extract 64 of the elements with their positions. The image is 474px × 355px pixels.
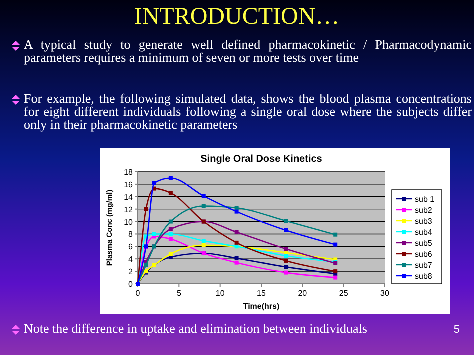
legend-label: sub5 — [415, 239, 433, 248]
text: 5 — [454, 324, 460, 336]
y-tick-label: 6 — [128, 242, 134, 252]
point — [202, 194, 206, 198]
point — [168, 232, 173, 236]
y-tick-label: 0 — [128, 280, 134, 289]
point — [284, 265, 288, 270]
point — [152, 232, 156, 236]
x-axis-title: Time(hrs) — [243, 302, 280, 311]
point — [234, 260, 239, 265]
x-tick-label: 15 — [257, 289, 266, 298]
point — [284, 219, 288, 224]
point — [234, 206, 239, 210]
text: Note the difference in uptake and elimination between individuals — [24, 321, 368, 336]
point — [202, 243, 206, 248]
legend-label: sub7 — [415, 261, 433, 270]
y-tick-label: 8 — [128, 230, 134, 240]
point — [234, 230, 239, 234]
point — [144, 263, 148, 268]
text: A typical study to generate well defined pharmacokinetic / Pharmacodynamic parameters requires a minimum of seven or more tests over time — [23, 37, 472, 65]
point — [152, 181, 156, 186]
y-tick-label: 12 — [124, 205, 134, 214]
point — [168, 237, 173, 242]
point — [334, 276, 338, 280]
y-tick-label: 2 — [128, 268, 134, 277]
point — [202, 239, 206, 244]
x-tick-label: 25 — [339, 289, 349, 298]
y-tick-label: 4 — [128, 255, 134, 264]
x-tick-label: 20 — [298, 289, 308, 298]
point — [334, 270, 338, 274]
legend-label: sub4 — [415, 228, 433, 237]
x-tick-label: 30 — [380, 289, 390, 298]
point — [168, 227, 173, 232]
text: For example, the following simulated data, shows the blood plasma concentrations for eight different individuals following a single oral dose where the subjects differ only in their pharmacokinetic parameters — [23, 91, 472, 132]
point — [144, 207, 148, 212]
point — [284, 247, 288, 252]
x-tick-label: 5 — [176, 289, 182, 298]
y-tick-label: 14 — [124, 192, 134, 202]
point — [168, 252, 173, 256]
point — [284, 228, 288, 232]
text: INTRODUCTION… — [133, 4, 341, 31]
x-tick-label: 0 — [136, 289, 141, 298]
point — [202, 204, 206, 208]
y-tick-label: 16 — [124, 180, 134, 190]
x-tick-label: 10 — [216, 289, 226, 298]
point — [334, 232, 338, 237]
legend-label: sub8 — [415, 272, 433, 281]
point — [284, 258, 288, 263]
legend-label: sub3 — [415, 217, 433, 226]
legend-label: sub2 — [415, 206, 433, 215]
chart-title: Single Oral Dose Kinetics — [200, 154, 323, 165]
point — [234, 256, 239, 260]
legend-label: sub6 — [415, 250, 433, 259]
point — [234, 240, 239, 245]
point — [168, 220, 173, 224]
point — [168, 176, 173, 180]
point — [284, 254, 288, 258]
point — [334, 242, 338, 247]
point — [284, 270, 288, 275]
point — [234, 210, 239, 214]
y-tick-label: 10 — [124, 218, 134, 227]
point — [168, 191, 173, 196]
y-tick-label: 18 — [124, 168, 134, 177]
legend-label: sub 1 — [415, 195, 436, 204]
